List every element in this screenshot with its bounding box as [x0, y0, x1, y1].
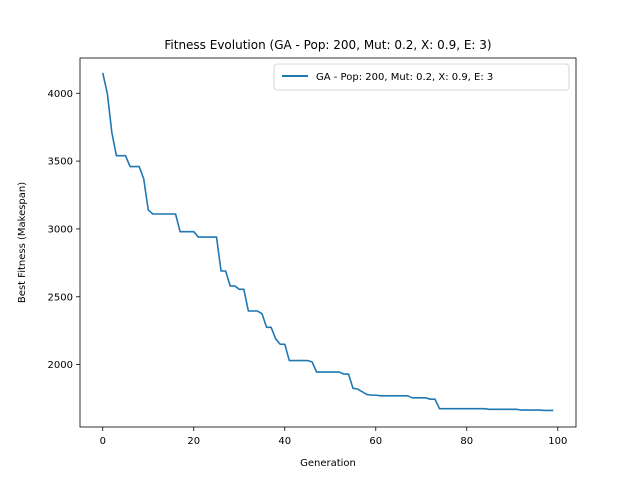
legend: GA - Pop: 200, Mut: 0.2, X: 0.9, E: 3: [273, 63, 570, 91]
y-tick-label: 2500: [48, 292, 73, 303]
chart-title: Fitness Evolution (GA - Pop: 200, Mut: 0…: [164, 38, 491, 52]
x-tick-label: 60: [369, 436, 382, 447]
x-tick-label: 100: [548, 436, 567, 447]
x-tick-label: 0: [100, 436, 106, 447]
x-axis-label: Generation: [300, 458, 356, 469]
x-tick-label: 40: [278, 436, 291, 447]
legend-frame: [273, 63, 570, 91]
y-tick-label: 3500: [48, 157, 73, 168]
series-group: [101, 72, 554, 412]
plot-area: [79, 57, 577, 428]
series-line: [101, 72, 554, 412]
y-tick-label: 3000: [48, 224, 73, 235]
y-axis: 2000 2500 3000 3500 4000: [48, 89, 80, 371]
y-tick-label: 2000: [48, 360, 73, 371]
x-axis: 0 20 40 60 80 100: [100, 427, 567, 447]
x-tick-label: 20: [187, 436, 200, 447]
x-tick-label: 80: [460, 436, 473, 447]
y-tick-label: 4000: [48, 89, 73, 100]
legend-label: GA - Pop: 200, Mut: 0.2, X: 0.9, E: 3: [316, 72, 493, 83]
y-axis-label: Best Fitness (Makespan): [17, 182, 28, 303]
